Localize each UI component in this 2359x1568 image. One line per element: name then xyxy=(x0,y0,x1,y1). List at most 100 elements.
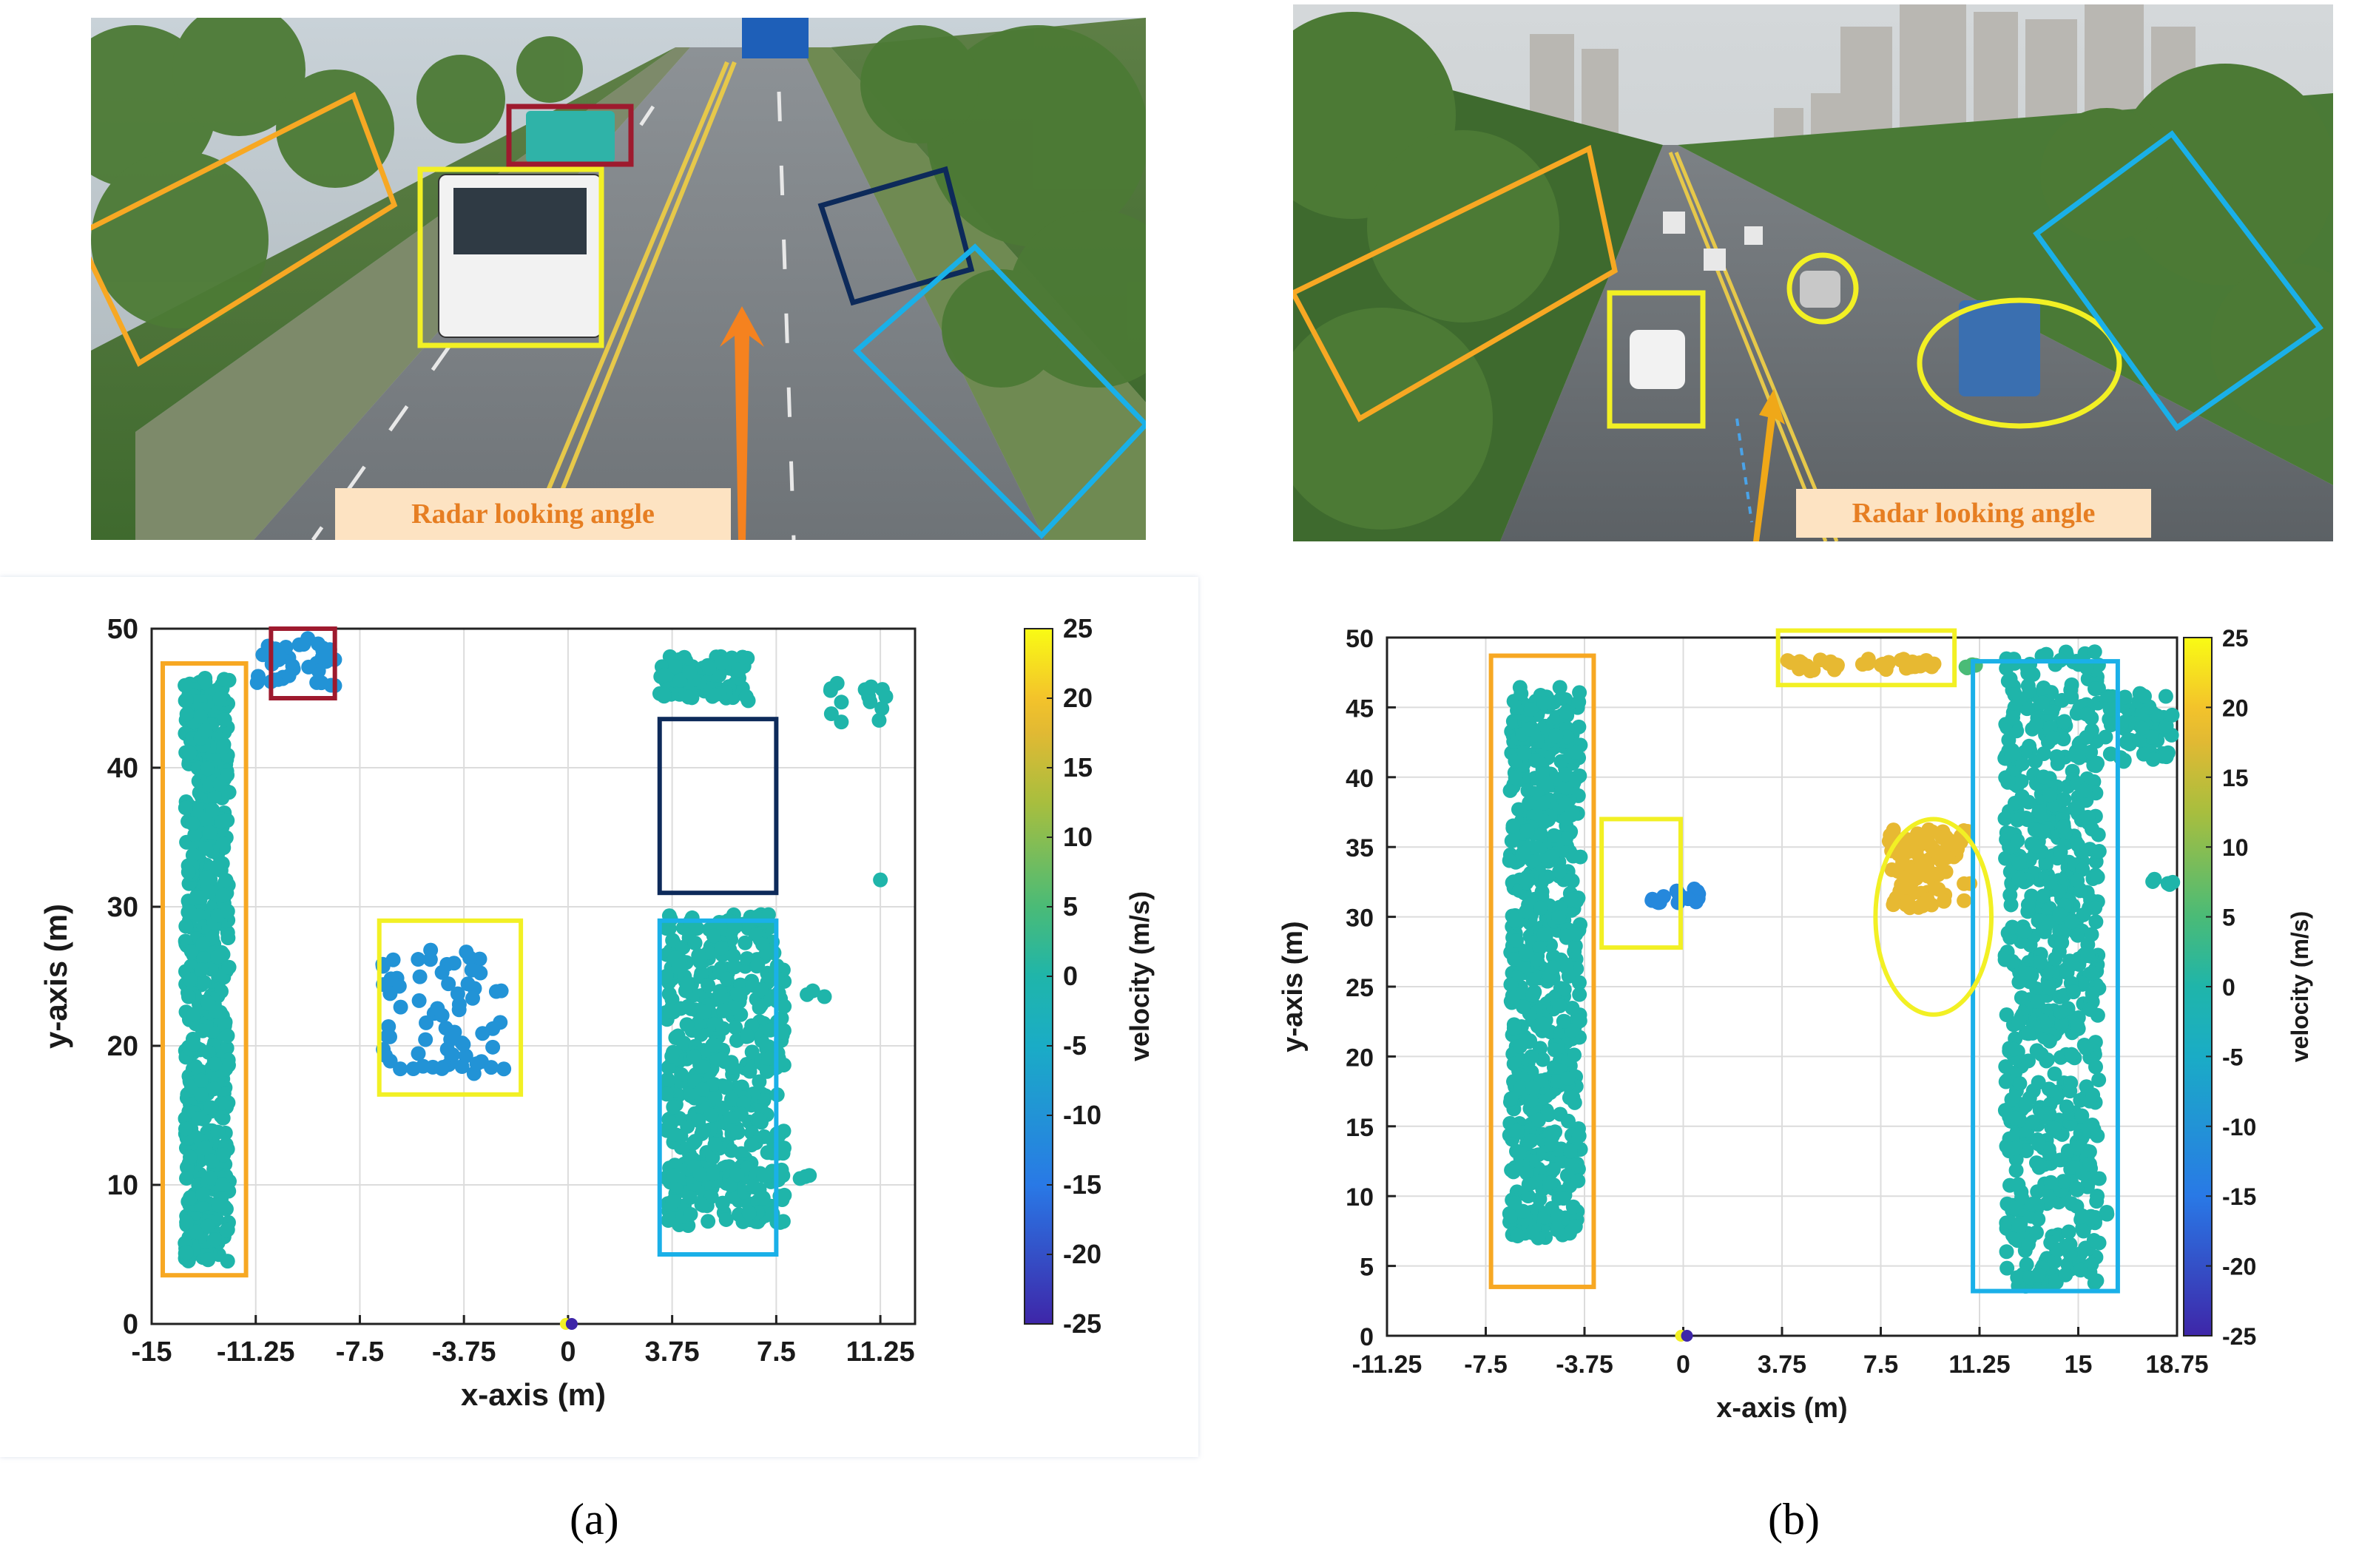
point-bus-near xyxy=(443,1032,459,1047)
point-left-greenbelt xyxy=(1519,823,1535,839)
point-left-greenbelt xyxy=(202,825,217,840)
point-left-greenbelt xyxy=(200,1252,216,1268)
point-left-greenbelt xyxy=(178,677,193,693)
point-right-greenbelt xyxy=(2043,1175,2059,1190)
y-tick-label: 45 xyxy=(1346,695,1374,723)
point-left-greenbelt xyxy=(1558,831,1573,847)
point-left-greenbelt xyxy=(1556,981,1572,997)
point-right-greenbelt xyxy=(742,1064,757,1079)
point-left-greenbelt xyxy=(203,1100,219,1115)
point-bus-near xyxy=(393,999,408,1015)
y-tick-label: 20 xyxy=(107,1031,138,1062)
point-stray-1 xyxy=(817,989,832,1004)
point-right-greenbelt xyxy=(2056,791,2072,807)
point-right-greenbelt xyxy=(706,928,721,944)
caption-b: (b) xyxy=(1768,1495,1820,1544)
point-left-greenbelt xyxy=(1503,1091,1519,1106)
point-stray-right xyxy=(2145,873,2161,889)
x-tick-label: 0 xyxy=(560,1336,576,1368)
y-axis-title: y-axis (m) xyxy=(1278,921,1309,1052)
point-left-greenbelt xyxy=(210,949,226,964)
colorbar-tick-label: -20 xyxy=(1063,1239,1101,1269)
point-bus-far xyxy=(281,668,297,683)
point-bus-far xyxy=(291,637,307,652)
point-left-greenbelt xyxy=(1563,892,1579,908)
point-right-greenbelt xyxy=(707,1137,723,1152)
point-left-greenbelt xyxy=(1505,818,1521,834)
point-left-greenbelt xyxy=(1516,745,1532,760)
point-far-right-trees xyxy=(2144,729,2159,745)
point-right-greenbelt xyxy=(692,1166,708,1182)
point-right-greenbelt xyxy=(2064,677,2079,692)
point-left-greenbelt xyxy=(1572,1013,1587,1029)
point-right-greenbelt xyxy=(2008,1110,2023,1126)
point-left-greenbelt xyxy=(212,691,228,706)
radar-origin xyxy=(565,1318,578,1330)
point-right-greenbelt xyxy=(2070,873,2085,888)
point-right-greenbelt xyxy=(684,1085,699,1101)
point-left-greenbelt xyxy=(215,739,231,754)
colorbar-tick-label: 10 xyxy=(1063,822,1093,852)
point-truck-and-car xyxy=(1927,843,1943,859)
point-bus-near xyxy=(462,950,478,965)
point-left-greenbelt xyxy=(1524,1049,1539,1064)
point-left-greenbelt xyxy=(1545,1162,1561,1177)
point-left-greenbelt xyxy=(220,813,235,828)
point-left-greenbelt xyxy=(1552,998,1567,1014)
point-left-greenbelt xyxy=(1521,1177,1536,1192)
point-bus-near xyxy=(493,1015,508,1030)
point-right-greenbelt xyxy=(730,987,746,1002)
point-right-greenbelt xyxy=(2088,914,2104,930)
y-tick-label: 30 xyxy=(1346,905,1374,933)
colorbar-label: velocity (m/s) xyxy=(1124,891,1155,1061)
point-left-greenbelt xyxy=(215,888,231,903)
point-left-greenbelt xyxy=(219,1223,234,1238)
x-tick-label: -7.5 xyxy=(336,1336,384,1368)
point-right-greenbelt xyxy=(2074,1208,2090,1223)
point-right-greenbelt xyxy=(2011,974,2027,990)
orange-greenbelt-box xyxy=(1488,653,1596,1289)
point-right-greenbelt xyxy=(1999,1260,2015,1276)
point-far-right-trees xyxy=(2102,701,2118,717)
point-right-greenbelt xyxy=(2019,1257,2034,1272)
point-stray-2 xyxy=(873,872,888,888)
point-right-greenbelt xyxy=(2010,1270,2025,1285)
point-right-greenbelt xyxy=(2029,1043,2045,1058)
point-right-greenbelt xyxy=(2088,900,2103,916)
point-right-greenbelt xyxy=(2080,947,2096,963)
point-right-greenbelt xyxy=(743,1138,759,1153)
x-tick-label: -3.75 xyxy=(432,1336,496,1368)
point-right-greenbelt xyxy=(691,947,706,963)
point-left-greenbelt xyxy=(1536,1016,1551,1032)
point-left-greenbelt xyxy=(1520,1189,1536,1204)
point-left-greenbelt xyxy=(185,816,200,831)
point-left-greenbelt xyxy=(1509,1123,1525,1139)
darkred-bus-box xyxy=(269,626,337,700)
point-right-greenbelt xyxy=(2005,710,2021,726)
point-right-greenbelt xyxy=(2020,904,2036,919)
point-left-greenbelt xyxy=(1558,767,1573,783)
point-left-greenbelt xyxy=(1507,952,1522,967)
point-right-greenbelt xyxy=(2065,984,2081,1000)
point-bus-near xyxy=(441,976,456,992)
point-far-right-trees xyxy=(834,714,849,730)
point-right-greenbelt xyxy=(730,1124,746,1140)
point-right-greenbelt xyxy=(2019,1143,2034,1158)
point-right-greenbelt xyxy=(776,1140,792,1156)
x-tick-label: 3.75 xyxy=(1758,1351,1806,1379)
point-right-greenbelt xyxy=(777,998,792,1014)
point-left-greenbelt xyxy=(1567,938,1583,953)
point-left-greenbelt xyxy=(1511,1146,1527,1161)
point-right-greenbelt xyxy=(2031,1136,2047,1152)
point-left-greenbelt xyxy=(220,1058,236,1073)
point-right-greenbelt xyxy=(2079,730,2094,746)
point-right-greenbelt xyxy=(739,1027,755,1043)
point-right-greenbelt xyxy=(667,1158,683,1173)
point-right-greenbelt xyxy=(659,1087,675,1102)
point-right-greenbelt xyxy=(2011,1177,2026,1192)
point-right-greenbelt xyxy=(1999,1244,2014,1260)
point-left-greenbelt xyxy=(178,692,194,708)
yellow-car-box xyxy=(1599,817,1683,950)
point-right-greenbelt xyxy=(2076,907,2091,922)
point-left-greenbelt xyxy=(1515,845,1531,861)
